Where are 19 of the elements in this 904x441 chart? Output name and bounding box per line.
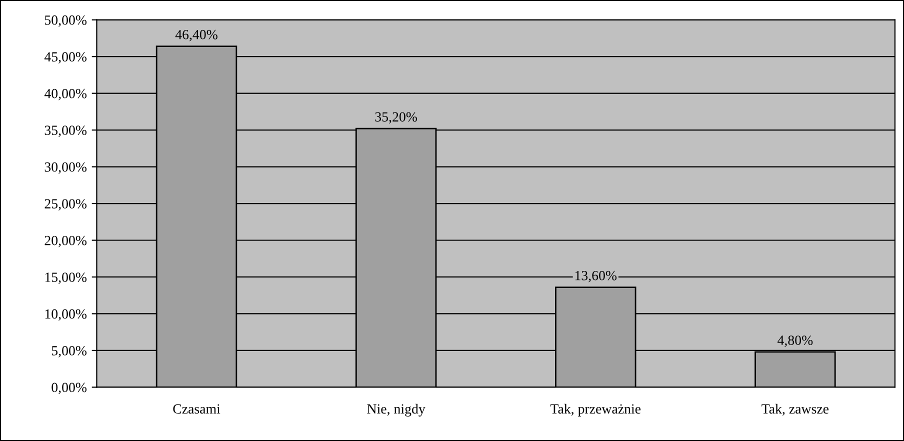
- data-label: 13,60%: [575, 270, 617, 282]
- data-label: 35,20%: [375, 112, 417, 124]
- y-tick-label: 5,00%: [52, 346, 87, 358]
- y-tick-label: 25,00%: [44, 199, 87, 210]
- data-label: 46,40%: [175, 30, 218, 42]
- x-tick-label: Tak, przeważnie: [550, 404, 641, 416]
- x-tick-label: Nie, nigdy: [367, 404, 426, 416]
- y-tick-label: 20,00%: [44, 236, 87, 248]
- y-tick-label: 10,00%: [45, 309, 87, 321]
- x-tick-label: Tak, zawsze: [762, 404, 829, 416]
- y-tick-label: 35,00%: [44, 126, 87, 138]
- y-tick-label: 30,00%: [44, 162, 87, 174]
- y-tick-label: 40,00%: [44, 88, 87, 100]
- y-tick-label: 15,00%: [45, 272, 87, 284]
- y-tick-label: 45,00%: [44, 52, 87, 64]
- x-tick-label: Czasami: [173, 404, 220, 414]
- y-tick-label: 0,00%: [52, 382, 87, 394]
- data-label: 4,80%: [778, 336, 813, 347]
- y-tick-label: 50,00%: [44, 15, 87, 27]
